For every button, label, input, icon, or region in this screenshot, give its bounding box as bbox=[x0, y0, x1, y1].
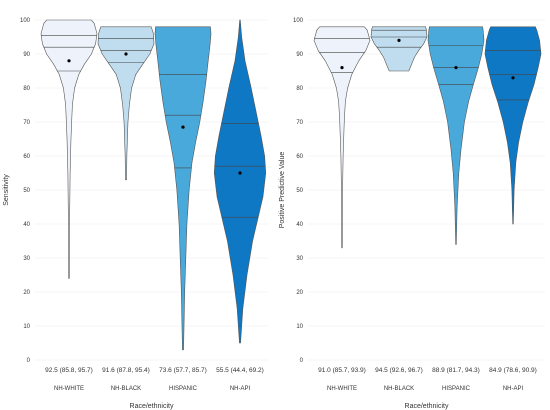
x-tick-label: NH-API bbox=[230, 386, 251, 392]
x-axis-label: Race/ethnicity bbox=[405, 403, 449, 410]
violin-nh-white bbox=[40, 19, 98, 279]
mean-point bbox=[511, 76, 515, 80]
mean-point bbox=[67, 59, 71, 63]
y-tick-label: 50 bbox=[23, 188, 30, 194]
y-tick-label: 30 bbox=[23, 256, 30, 262]
x-tick-label: NH-WHITE bbox=[327, 386, 357, 392]
y-tick-label: 60 bbox=[23, 154, 30, 160]
mean-point bbox=[397, 38, 401, 43]
y-tick-label: 10 bbox=[296, 324, 303, 330]
violin-nh-api bbox=[213, 19, 267, 344]
y-tick-label: 20 bbox=[23, 290, 30, 296]
y-tick-label: 40 bbox=[296, 222, 303, 228]
y-axis-label: Positive Predictive Value bbox=[279, 152, 286, 229]
x-tick-label: NH-API bbox=[503, 386, 524, 392]
y-tick-label: 60 bbox=[296, 154, 303, 160]
mean-point bbox=[124, 52, 128, 56]
ppv-panel: 0 10 20 30 40 50 60 70 80 90 100 Positive Predictiv… bbox=[279, 18, 545, 410]
stat-label: 55.5 (44.4, 69.2) bbox=[216, 367, 264, 374]
x-tick-label: NH-WHITE bbox=[54, 386, 84, 392]
violin-nh-white bbox=[313, 26, 371, 249]
violin-hispanic bbox=[427, 26, 485, 245]
y-tick-label: 100 bbox=[293, 18, 304, 24]
violin-hispanic bbox=[154, 26, 212, 351]
y-tick-label: 0 bbox=[300, 358, 304, 364]
y-tick-label: 70 bbox=[296, 120, 303, 126]
y-tick-label: 50 bbox=[296, 188, 303, 194]
stat-label: 88.9 (81.7, 94.3) bbox=[432, 367, 480, 374]
y-tick-label: 30 bbox=[296, 256, 303, 262]
stat-label: 73.6 (57.7, 85.7) bbox=[159, 367, 207, 374]
x-tick-label: NH-BLACK bbox=[111, 386, 141, 392]
y-tick-label: 0 bbox=[27, 358, 31, 364]
y-tick-label: 40 bbox=[23, 222, 30, 228]
y-tick-label: 80 bbox=[296, 86, 303, 92]
y-tick-label: 90 bbox=[23, 52, 30, 58]
y-tick-label: 70 bbox=[23, 120, 30, 126]
mean-point bbox=[181, 125, 185, 129]
y-tick-label: 10 bbox=[23, 324, 30, 330]
stat-label: 92.5 (85.8, 95.7) bbox=[45, 367, 93, 374]
y-tick-label: 100 bbox=[20, 18, 31, 24]
y-axis-label: Sensitivity bbox=[3, 174, 10, 206]
violin-nh-api bbox=[484, 26, 542, 225]
stat-label: 91.0 (85.7, 93.9) bbox=[318, 367, 366, 374]
x-tick-label: HISPANIC bbox=[169, 386, 198, 392]
stat-label: 94.5 (92.6, 96.7) bbox=[375, 367, 423, 374]
x-tick-label: NH-BLACK bbox=[384, 386, 414, 392]
mean-point bbox=[340, 66, 344, 70]
mean-point bbox=[454, 66, 458, 70]
stat-label: 84.9 (78.6, 90.9) bbox=[489, 367, 537, 374]
y-tick-label: 20 bbox=[296, 290, 303, 296]
y-tick-label: 90 bbox=[296, 52, 303, 58]
violin-nh-black bbox=[370, 26, 428, 72]
mean-point bbox=[238, 171, 242, 175]
y-tick-label: 80 bbox=[23, 86, 30, 92]
violin-nh-black bbox=[97, 26, 155, 181]
x-tick-label: HISPANIC bbox=[442, 386, 471, 392]
stat-label: 91.6 (87.8, 95.4) bbox=[102, 367, 150, 374]
sensitivity-panel: 0 10 20 30 40 50 60 70 80 90 100 Sensitivity Race/et… bbox=[3, 18, 268, 410]
x-axis-label: Race/ethnicity bbox=[130, 403, 174, 410]
